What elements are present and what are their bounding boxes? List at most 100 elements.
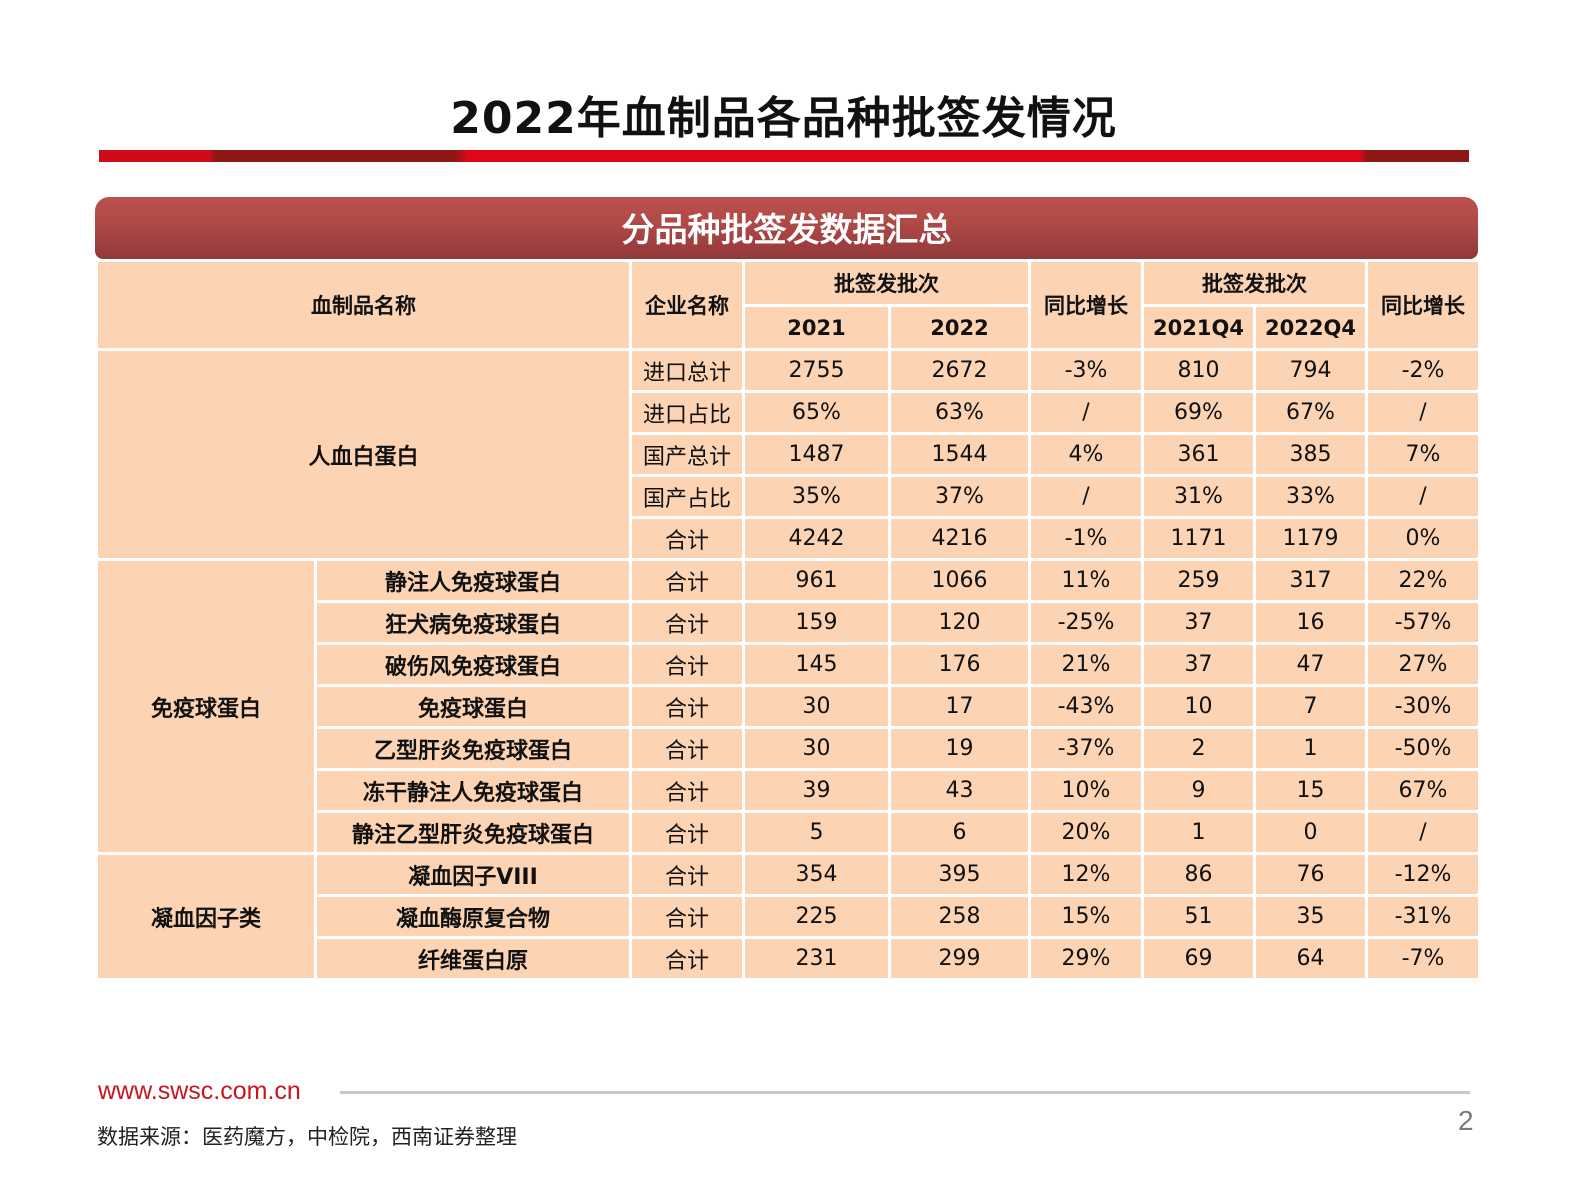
header-yoy-q4: 同比增长: [1365, 259, 1481, 351]
batch-release-table: 血制品名称 企业名称 批签发批次 同比增长 批签发批次 同比增长 2021 20…: [95, 259, 1481, 981]
value-2021: 354: [742, 852, 891, 897]
value-2021: 159: [742, 600, 891, 645]
header-2022q4: 2022Q4: [1253, 304, 1368, 351]
company-cell: 国产占比: [629, 474, 745, 519]
table-row: 凝血酶原复合物 合计 225 258 15% 51 35 -31%: [97, 894, 1481, 939]
value-q-yoy: /: [1365, 390, 1481, 435]
table-row: 凝血因子类 凝血因子VIII 合计 354 395 12% 86 76 -12%: [95, 852, 1481, 981]
value-2021: 1487: [742, 432, 891, 477]
value-yoy: 12%: [1028, 852, 1144, 897]
header-2021q4: 2021Q4: [1141, 304, 1256, 351]
page-number: 2: [1458, 1105, 1474, 1136]
table-row: 乙型肝炎免疫球蛋白 合计 30 19 -37% 2 1 -50%: [97, 726, 1481, 771]
footer-divider: [340, 1091, 1470, 1094]
value-yoy: 20%: [1028, 810, 1144, 855]
value-2022q4: 1179: [1253, 516, 1368, 561]
value-2021q4: 31%: [1141, 474, 1256, 519]
value-yoy: 11%: [1028, 558, 1144, 603]
value-2021: 39: [742, 768, 891, 813]
value-yoy: 15%: [1028, 894, 1144, 939]
company-cell: 合计: [629, 936, 745, 981]
value-2021q4: 37: [1141, 642, 1256, 687]
value-2022: 4216: [888, 516, 1031, 561]
value-2022q4: 15: [1253, 768, 1368, 813]
value-2021: 231: [742, 936, 891, 981]
value-2022q4: 317: [1253, 558, 1368, 603]
value-2022q4: 67%: [1253, 390, 1368, 435]
value-2022q4: 33%: [1253, 474, 1368, 519]
value-q-yoy: 7%: [1365, 432, 1481, 477]
header-batches-annual: 批签发批次: [742, 259, 1031, 307]
value-2021q4: 86: [1141, 852, 1256, 897]
table-row: 合计 4242 4216 -1% 1171 1179 0%: [97, 516, 1481, 561]
section-banner: 分品种批签发数据汇总: [95, 197, 1478, 259]
company-cell: 合计: [629, 852, 745, 897]
value-2022q4: 35: [1253, 894, 1368, 939]
group-coagulation: 凝血因子类: [95, 852, 317, 981]
value-q-yoy: -31%: [1365, 894, 1481, 939]
value-2021q4: 810: [1141, 348, 1256, 393]
value-yoy: 21%: [1028, 642, 1144, 687]
product-name: 免疫球蛋白: [314, 684, 632, 729]
value-yoy: 29%: [1028, 936, 1144, 981]
table-row: 人血白蛋白 进口总计 2755 2672 -3% 810 794 -2%: [95, 348, 1481, 561]
company-cell: 合计: [629, 684, 745, 729]
value-q-yoy: 22%: [1365, 558, 1481, 603]
value-2022q4: 7: [1253, 684, 1368, 729]
company-cell: 进口总计: [629, 348, 745, 393]
value-2022: 258: [888, 894, 1031, 939]
value-2022: 299: [888, 936, 1031, 981]
value-2021q4: 10: [1141, 684, 1256, 729]
group-albumin: 人血白蛋白: [95, 348, 632, 561]
table-row: 破伤风免疫球蛋白 合计 145 176 21% 37 47 27%: [97, 642, 1481, 687]
table-row: 免疫球蛋白 静注人免疫球蛋白 合计 961 1066 11% 259 317 2…: [95, 558, 1481, 855]
value-2021q4: 69: [1141, 936, 1256, 981]
value-2021q4: 51: [1141, 894, 1256, 939]
company-cell: 合计: [629, 726, 745, 771]
product-name: 纤维蛋白原: [314, 936, 632, 981]
value-yoy: -1%: [1028, 516, 1144, 561]
value-q-yoy: -7%: [1365, 936, 1481, 981]
header-batches-q4: 批签发批次: [1141, 259, 1368, 307]
header-product: 血制品名称: [95, 259, 632, 351]
value-2022q4: 47: [1253, 642, 1368, 687]
value-2021: 2755: [742, 348, 891, 393]
value-2021q4: 259: [1141, 558, 1256, 603]
value-2022: 17: [888, 684, 1031, 729]
product-name: 乙型肝炎免疫球蛋白: [314, 726, 632, 771]
value-2021: 30: [742, 684, 891, 729]
value-2022: 176: [888, 642, 1031, 687]
value-yoy: -25%: [1028, 600, 1144, 645]
title-divider-bar: [99, 150, 1469, 162]
footer-website-link[interactable]: www.swsc.com.cn: [98, 1077, 301, 1105]
value-q-yoy: -57%: [1365, 600, 1481, 645]
value-2022: 2672: [888, 348, 1031, 393]
table-row: 国产总计 1487 1544 4% 361 385 7%: [97, 432, 1481, 477]
value-2022q4: 64: [1253, 936, 1368, 981]
header-yoy-annual: 同比增长: [1028, 259, 1144, 351]
table-row: 免疫球蛋白 合计 30 17 -43% 10 7 -30%: [97, 684, 1481, 729]
value-yoy: -37%: [1028, 726, 1144, 771]
value-q-yoy: 27%: [1365, 642, 1481, 687]
table-row: 冻干静注人免疫球蛋白 合计 39 43 10% 9 15 67%: [97, 768, 1481, 813]
value-yoy: 4%: [1028, 432, 1144, 477]
product-name: 静注乙型肝炎免疫球蛋白: [314, 810, 632, 855]
value-yoy: /: [1028, 390, 1144, 435]
company-cell: 合计: [629, 894, 745, 939]
table-row: 纤维蛋白原 合计 231 299 29% 69 64 -7%: [97, 936, 1481, 981]
value-2021q4: 1: [1141, 810, 1256, 855]
value-2021: 225: [742, 894, 891, 939]
value-2021q4: 1171: [1141, 516, 1256, 561]
product-name: 破伤风免疫球蛋白: [314, 642, 632, 687]
company-cell: 合计: [629, 810, 745, 855]
product-name: 凝血酶原复合物: [314, 894, 632, 939]
header-2022: 2022: [888, 304, 1031, 351]
product-name: 冻干静注人免疫球蛋白: [314, 768, 632, 813]
value-2022q4: 794: [1253, 348, 1368, 393]
value-2022: 1066: [888, 558, 1031, 603]
product-name: 凝血因子VIII: [314, 852, 632, 897]
value-2021q4: 9: [1141, 768, 1256, 813]
value-2021q4: 69%: [1141, 390, 1256, 435]
value-q-yoy: -12%: [1365, 852, 1481, 897]
value-2021q4: 37: [1141, 600, 1256, 645]
